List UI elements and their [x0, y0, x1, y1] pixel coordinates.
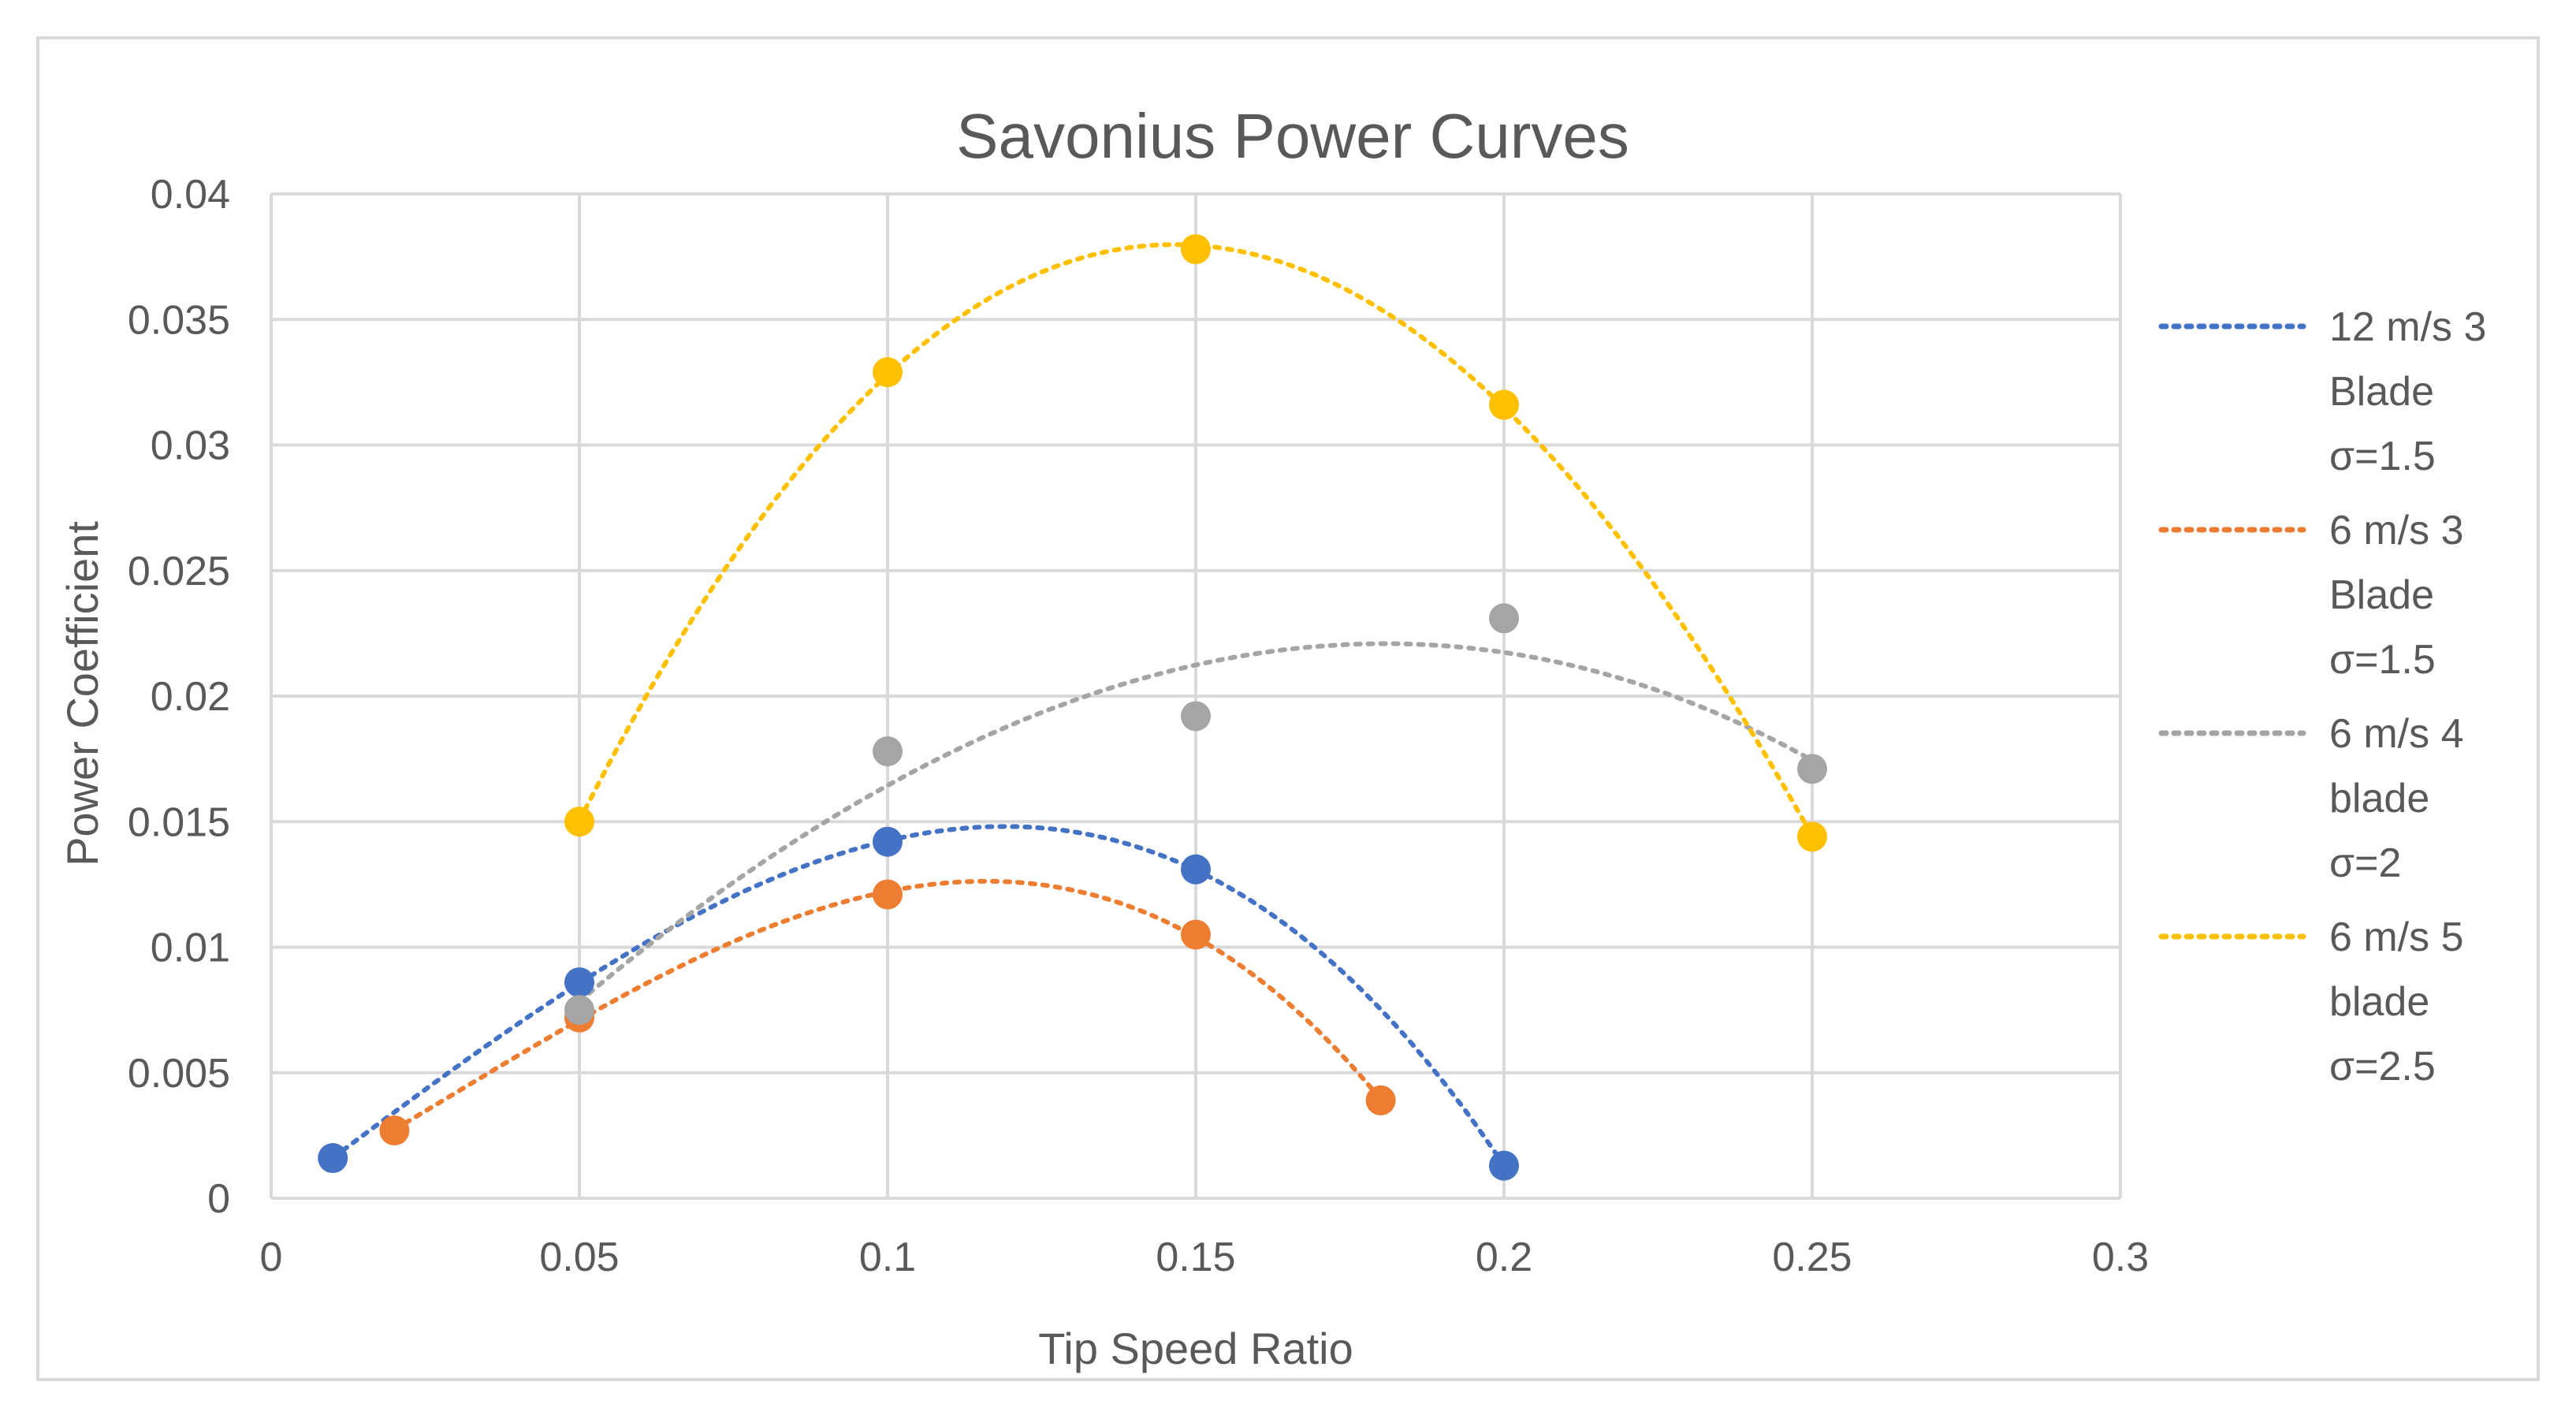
legend-label: 6 m/s 3 — [2329, 508, 2464, 553]
data-point — [1181, 854, 1211, 885]
x-tick-label: 0 — [260, 1235, 283, 1280]
x-tick-label: 0.1 — [859, 1235, 916, 1280]
data-point — [873, 736, 903, 767]
legend-label: σ=1.5 — [2329, 637, 2436, 683]
chart-border — [36, 36, 2540, 1381]
trendline — [577, 641, 1815, 1004]
legend-label: Blade — [2329, 572, 2434, 618]
y-tick-label: 0.02 — [151, 674, 230, 720]
y-tick-label: 0.01 — [151, 926, 230, 971]
legend-label: Blade — [2329, 369, 2434, 415]
data-point — [873, 357, 903, 388]
data-point — [1181, 701, 1211, 732]
data-point — [1797, 754, 1827, 784]
y-tick-label: 0 — [207, 1176, 230, 1222]
data-point — [1797, 821, 1827, 852]
data-point — [1181, 919, 1211, 950]
legend-label: 6 m/s 4 — [2329, 711, 2464, 757]
data-point — [564, 806, 594, 837]
x-axis-ticks: 0 0.05 0.1 0.15 0.2 0.25 0.3 — [260, 1235, 2150, 1280]
data-point — [564, 967, 594, 998]
y-tick-label: 0.005 — [128, 1051, 230, 1097]
data-point — [1181, 234, 1211, 265]
data-point — [1489, 389, 1519, 420]
data-point — [379, 1115, 410, 1146]
trendline — [330, 824, 1506, 1168]
x-axis-title: Tip Speed Ratio — [1038, 1324, 1353, 1373]
data-point — [1365, 1085, 1396, 1115]
data-point — [1489, 1150, 1519, 1181]
legend-label: σ=2.5 — [2329, 1044, 2436, 1089]
y-tick-label: 0.04 — [151, 172, 230, 218]
x-tick-label: 0.2 — [1476, 1235, 1532, 1280]
y-axis-ticks: 0 0.005 0.01 0.015 0.02 0.025 0.03 0.035 0.04 — [128, 172, 230, 1222]
trendline — [392, 878, 1383, 1132]
legend-label: blade — [2329, 776, 2429, 821]
y-tick-label: 0.015 — [128, 799, 230, 845]
data-point — [318, 1143, 348, 1174]
legend-label: σ=1.5 — [2329, 434, 2436, 479]
data-point — [873, 879, 903, 910]
legend-label: 12 m/s 3 — [2329, 304, 2486, 350]
x-tick-label: 0.05 — [539, 1235, 619, 1280]
data-point — [873, 826, 903, 857]
data-point — [564, 995, 594, 1026]
chart-title: Savonius Power Curves — [956, 101, 1629, 171]
y-tick-label: 0.025 — [128, 549, 230, 594]
y-axis-title: Power Coefficient — [58, 521, 107, 866]
legend-label: σ=2 — [2329, 840, 2401, 886]
y-tick-label: 0.035 — [128, 297, 230, 343]
legend: 12 m/s 3 Blade σ=1.5 6 m/s 3 Blade σ=1.5 6 m/s… — [2158, 304, 2486, 1089]
legend-label: 6 m/s 5 — [2329, 914, 2464, 960]
y-tick-label: 0.03 — [151, 423, 230, 469]
data-points — [318, 234, 1827, 1181]
legend-label: blade — [2329, 979, 2429, 1025]
x-tick-label: 0.15 — [1156, 1235, 1235, 1280]
x-tick-label: 0.25 — [1772, 1235, 1852, 1280]
data-point — [1489, 603, 1519, 634]
x-tick-label: 0.3 — [2092, 1235, 2149, 1280]
